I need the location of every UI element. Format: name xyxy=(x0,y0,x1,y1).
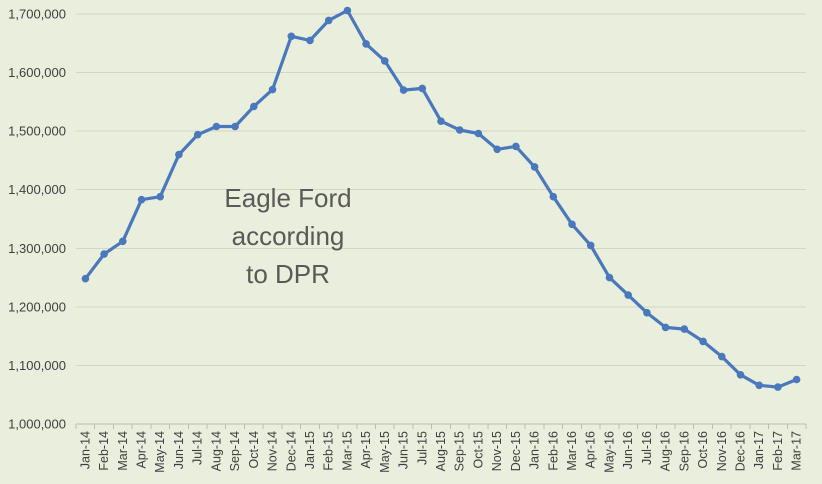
data-point xyxy=(624,291,632,299)
y-axis-label: 1,400,000 xyxy=(8,182,66,197)
x-axis-label: Apr-15 xyxy=(359,431,373,469)
data-point xyxy=(792,375,801,384)
x-axis-label: Oct-16 xyxy=(696,431,710,469)
chart-title: Eagle Ford according to DPR xyxy=(207,179,369,293)
x-axis-label: Mar-14 xyxy=(116,431,130,471)
data-point xyxy=(324,16,333,25)
x-axis-label: Nov-16 xyxy=(715,431,729,471)
data-point xyxy=(156,192,164,201)
y-axis-label: 1,700,000 xyxy=(8,7,66,22)
data-point xyxy=(680,325,689,333)
data-point xyxy=(381,57,389,65)
x-axis-label: Aug-16 xyxy=(659,431,673,471)
x-axis-label: Jan-14 xyxy=(78,431,92,469)
x-axis-label: Feb-16 xyxy=(546,431,560,471)
x-axis-label: Apr-14 xyxy=(135,431,149,469)
x-axis-label: Dec-16 xyxy=(733,431,747,471)
x-axis-label: May-16 xyxy=(602,431,616,473)
data-point xyxy=(119,237,127,246)
x-axis-label: Jan-15 xyxy=(303,431,317,469)
x-axis-label: Jan-17 xyxy=(752,431,766,469)
x-axis-label: Mar-15 xyxy=(340,431,354,471)
data-point xyxy=(231,122,239,131)
x-axis-label: Sep-14 xyxy=(228,431,242,471)
x-axis-label: Oct-15 xyxy=(471,431,485,469)
x-axis-label: Aug-14 xyxy=(209,431,223,471)
x-axis-label: Jun-15 xyxy=(397,431,411,469)
x-axis-label: Jul-16 xyxy=(640,431,654,465)
data-point xyxy=(343,6,352,15)
data-point xyxy=(493,145,502,154)
x-axis-label: Feb-14 xyxy=(97,431,111,471)
data-point xyxy=(287,32,296,41)
x-axis-label: Jun-16 xyxy=(621,431,635,469)
data-point xyxy=(755,381,763,390)
data-point xyxy=(512,142,520,151)
x-axis-label: Nov-15 xyxy=(490,431,504,471)
x-axis-label: Sep-16 xyxy=(677,431,691,471)
x-axis-label: Jun-14 xyxy=(172,431,186,469)
chart-title-line-2: according xyxy=(231,221,345,251)
x-axis-label: May-15 xyxy=(378,431,392,473)
data-point xyxy=(736,371,745,379)
data-point xyxy=(175,150,183,159)
x-axis-label: Feb-17 xyxy=(771,431,785,471)
x-axis-label: Jul-14 xyxy=(191,431,205,465)
data-point xyxy=(568,220,576,229)
x-axis-label: Jan-16 xyxy=(528,431,542,469)
x-axis-label: May-14 xyxy=(153,431,167,473)
y-axis-label: 1,300,000 xyxy=(8,241,66,256)
data-point xyxy=(399,86,408,94)
y-axis-label: 1,100,000 xyxy=(8,358,66,373)
chart-title-line-1: Eagle Ford xyxy=(224,183,352,213)
x-axis-label: Oct-14 xyxy=(247,431,261,469)
x-axis-label: Mar-16 xyxy=(565,431,579,471)
y-axis-label: 1,600,000 xyxy=(8,65,66,80)
data-series-line xyxy=(83,8,799,389)
y-axis-label: 1,000,000 xyxy=(8,417,66,432)
data-point xyxy=(437,117,445,125)
x-axis-label: Aug-15 xyxy=(434,431,448,471)
x-axis-label: Jul-15 xyxy=(415,431,429,465)
data-point xyxy=(81,274,90,283)
data-point xyxy=(250,102,258,111)
data-point xyxy=(268,85,277,94)
data-point xyxy=(774,383,782,391)
data-point xyxy=(100,250,108,258)
data-point xyxy=(212,122,221,131)
data-point xyxy=(474,129,483,138)
data-point xyxy=(306,36,314,45)
data-point xyxy=(643,308,651,317)
data-point xyxy=(193,130,202,139)
data-point xyxy=(661,323,670,332)
data-point xyxy=(530,163,539,171)
data-point xyxy=(137,195,146,204)
y-axis-label: 1,500,000 xyxy=(8,124,66,139)
x-axis-label: Apr-16 xyxy=(584,431,598,469)
data-point xyxy=(718,352,726,361)
y-axis-label: 1,200,000 xyxy=(8,299,66,314)
x-axis-label: Sep-15 xyxy=(453,431,467,471)
x-axis-label: Dec-14 xyxy=(284,431,298,471)
data-point xyxy=(605,273,614,282)
data-point xyxy=(586,241,595,250)
data-point xyxy=(699,337,707,346)
data-point xyxy=(455,126,464,134)
x-axis-label: Feb-15 xyxy=(322,431,336,471)
chart-title-line-3: to DPR xyxy=(246,259,330,289)
x-axis-label: Dec-15 xyxy=(509,431,523,471)
x-axis-label: Mar-17 xyxy=(790,431,804,471)
data-point xyxy=(418,84,427,93)
x-axis-label: Nov-14 xyxy=(266,431,280,471)
data-point xyxy=(549,192,558,201)
data-point xyxy=(362,40,370,48)
